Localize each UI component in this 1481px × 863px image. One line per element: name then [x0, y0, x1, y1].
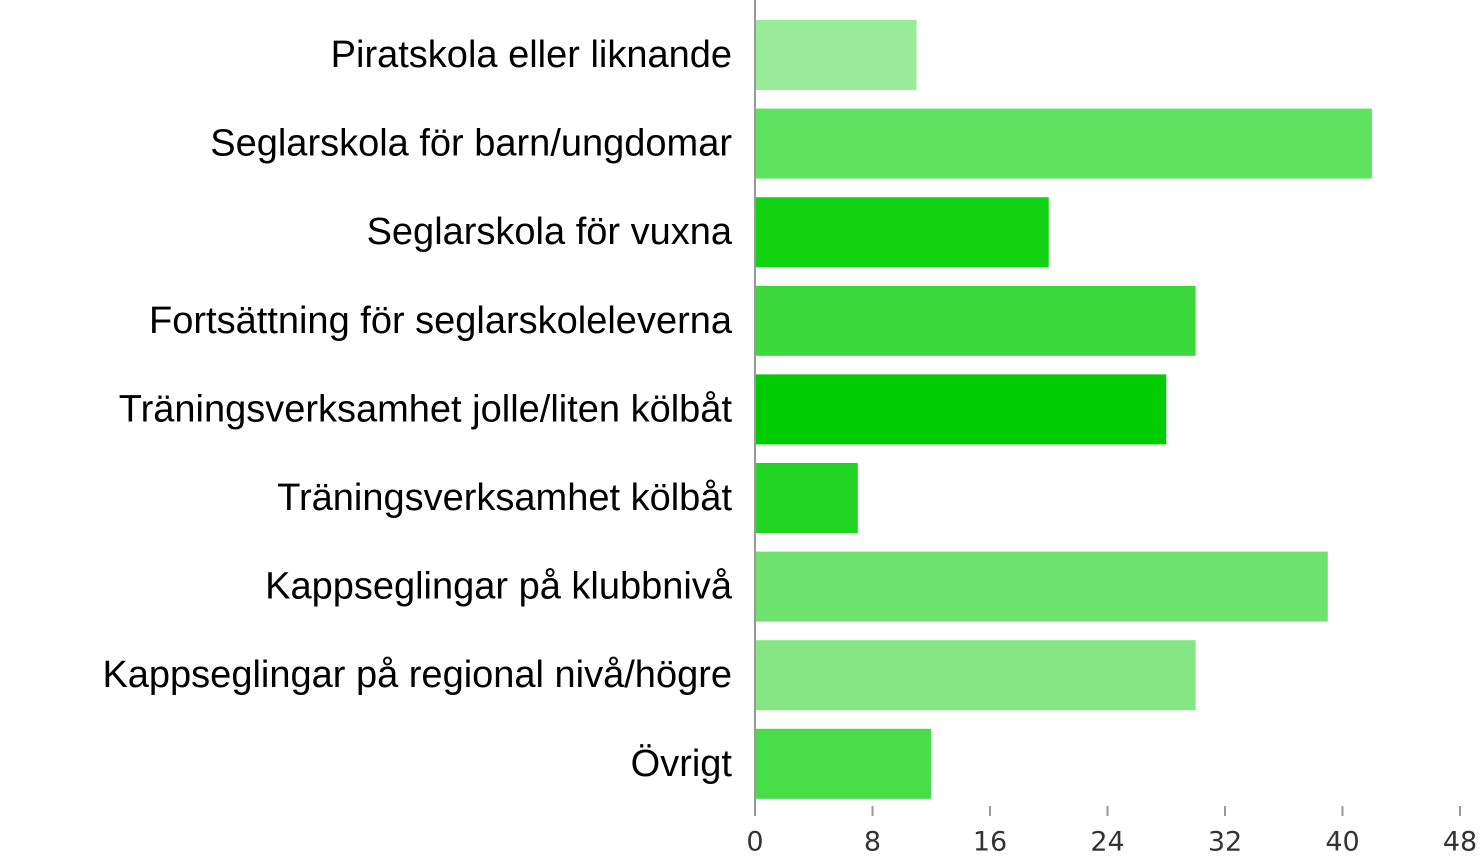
- x-tick-label: 24: [1090, 827, 1124, 858]
- bar: [755, 108, 1372, 179]
- bar: [755, 728, 932, 799]
- category-label: Träningsverksamhet kölbåt: [277, 477, 732, 519]
- bar: [755, 285, 1196, 356]
- category-label: Piratskola eller liknande: [331, 34, 732, 76]
- x-tick-label: 48: [1443, 827, 1477, 858]
- x-tick-label: 16: [973, 827, 1007, 858]
- category-label: Träningsverksamhet jolle/liten kölbåt: [119, 388, 733, 430]
- bar: [755, 197, 1049, 268]
- category-label: Kappseglingar på regional nivå/högre: [102, 654, 732, 696]
- bar: [755, 640, 1196, 711]
- category-label: Seglarskola för barn/ungdomar: [210, 123, 732, 165]
- x-tick-label: 32: [1208, 827, 1242, 858]
- category-label: Seglarskola för vuxna: [367, 211, 733, 253]
- x-tick-label: 40: [1325, 827, 1359, 858]
- x-tick-label: 8: [864, 827, 881, 858]
- x-tick-label: 0: [746, 827, 763, 858]
- bar: [755, 20, 917, 90]
- bar: [755, 551, 1328, 622]
- category-label: Kappseglingar på klubbnivå: [265, 566, 733, 608]
- category-label: Övrigt: [631, 743, 733, 785]
- bar: [755, 374, 1167, 445]
- category-label: Fortsättning för seglarskoleleverna: [149, 300, 733, 342]
- bar: [755, 463, 858, 533]
